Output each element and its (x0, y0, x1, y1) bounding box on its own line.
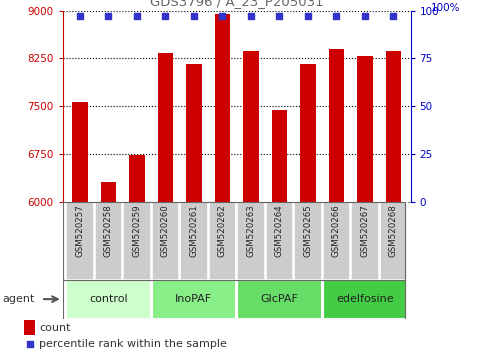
Bar (100, 182, 116, 202)
Title: GDS3796 / A_23_P205031: GDS3796 / A_23_P205031 (150, 0, 324, 8)
Bar (66, 280, 151, 319)
Point (276, 13, 284, 19)
Bar (129, 155, 145, 202)
Text: GSM520267: GSM520267 (360, 204, 369, 257)
Bar (243, 51, 259, 202)
Text: GSM520266: GSM520266 (332, 204, 341, 257)
Point (247, 13, 255, 19)
Bar (357, 57, 373, 202)
Point (390, 13, 398, 19)
Point (287, 274, 295, 279)
Text: GSM520261: GSM520261 (189, 204, 199, 257)
Point (333, 13, 341, 19)
Bar (24, 320, 35, 335)
Bar (237, 202, 265, 280)
Bar (152, 202, 179, 280)
Bar (157, 53, 173, 202)
Text: control: control (89, 294, 128, 304)
Bar (385, 51, 401, 202)
Text: edelfosine: edelfosine (336, 294, 394, 304)
Bar (323, 202, 350, 280)
Bar (123, 202, 151, 280)
Text: GSM520265: GSM520265 (303, 204, 313, 257)
Point (104, 13, 112, 19)
Bar (209, 202, 236, 280)
Text: InoPAF: InoPAF (175, 294, 213, 304)
Bar (271, 110, 287, 202)
Text: GSM520262: GSM520262 (218, 204, 227, 257)
Bar (152, 280, 236, 319)
Text: GSM520268: GSM520268 (389, 204, 398, 257)
Text: agent: agent (2, 294, 35, 304)
Text: GSM520264: GSM520264 (275, 204, 284, 257)
Text: percentile rank within the sample: percentile rank within the sample (40, 339, 227, 349)
Bar (95, 202, 122, 280)
Bar (351, 202, 379, 280)
Point (361, 13, 369, 19)
Text: GSM520260: GSM520260 (161, 204, 170, 257)
Bar (214, 15, 230, 202)
Bar (186, 63, 202, 202)
Bar (66, 202, 94, 280)
Point (133, 13, 141, 19)
Bar (294, 202, 322, 280)
Bar (72, 102, 88, 202)
Bar (380, 202, 407, 280)
Bar (266, 202, 293, 280)
Point (190, 13, 198, 19)
Bar (323, 280, 407, 319)
Bar (328, 50, 344, 202)
Bar (237, 280, 322, 319)
Point (218, 13, 226, 19)
Bar (180, 202, 208, 280)
Text: GSM520257: GSM520257 (75, 204, 85, 257)
Text: count: count (40, 322, 71, 332)
Bar (300, 63, 316, 202)
Text: GlcPAF: GlcPAF (260, 294, 298, 304)
Y-axis label: 100%: 100% (430, 3, 460, 13)
Text: GSM520258: GSM520258 (104, 204, 113, 257)
Point (161, 13, 169, 19)
Text: GSM520259: GSM520259 (132, 204, 142, 257)
Text: GSM520263: GSM520263 (246, 204, 256, 257)
Point (76, 13, 84, 19)
Point (304, 13, 312, 19)
